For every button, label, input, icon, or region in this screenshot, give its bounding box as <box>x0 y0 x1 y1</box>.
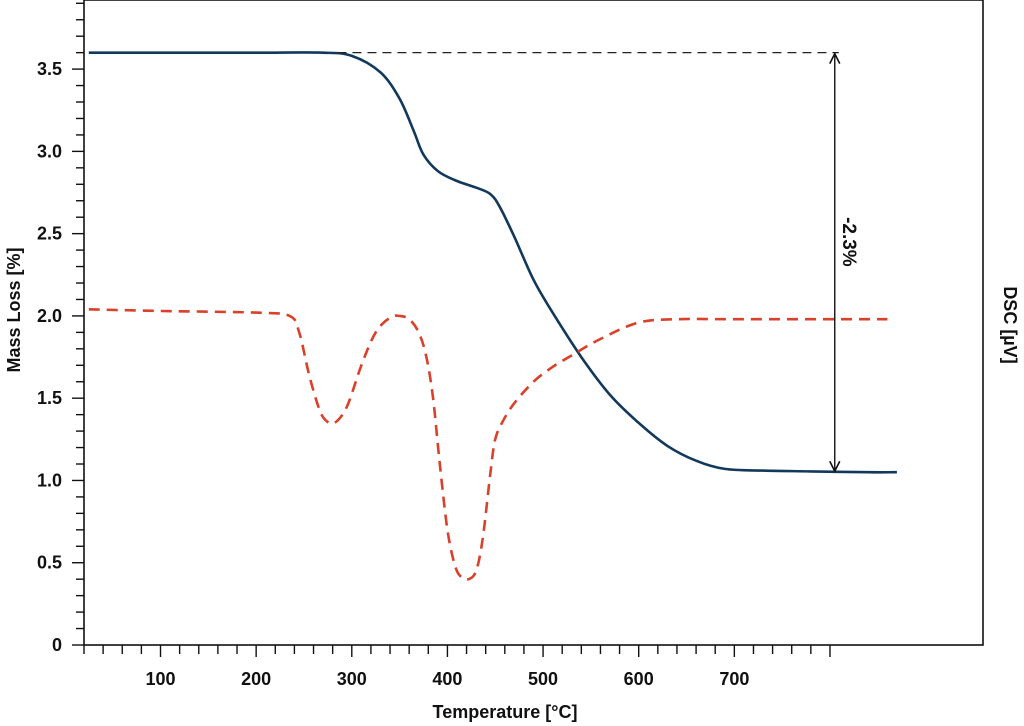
mass-loss-annotation: -2.3% <box>838 217 859 267</box>
plot-frame <box>83 0 984 646</box>
x-tick-label: 600 <box>624 669 654 689</box>
y-tick-label: 1.5 <box>37 388 62 408</box>
mass-loss-curve <box>88 51 897 474</box>
y-tick-label: 3.0 <box>37 141 62 161</box>
y-tick-label: 3.5 <box>37 59 62 79</box>
x-tick-label: 300 <box>337 669 367 689</box>
y-axis-title: Mass Loss [%] <box>4 247 24 372</box>
x-tick-label: 200 <box>241 669 271 689</box>
dsc-curve <box>88 308 888 582</box>
arrow-head-up <box>829 51 841 65</box>
arrow-head-down <box>829 460 841 474</box>
x-tick-label: 100 <box>145 669 175 689</box>
y-tick-label: 2.5 <box>37 224 62 244</box>
y-tick-label: 0.5 <box>37 553 62 573</box>
y-tick-label: 1.0 <box>37 470 62 490</box>
x-tick-label: 500 <box>528 669 558 689</box>
x-tick-label: 400 <box>432 669 462 689</box>
x-axis-title: Temperature [°C] <box>433 702 578 722</box>
y2-axis-title: DSC [µV] <box>1000 286 1020 363</box>
y-tick-label: 0 <box>52 635 62 655</box>
x-tick-label: 700 <box>719 669 749 689</box>
y-tick-label: 2.0 <box>37 306 62 326</box>
